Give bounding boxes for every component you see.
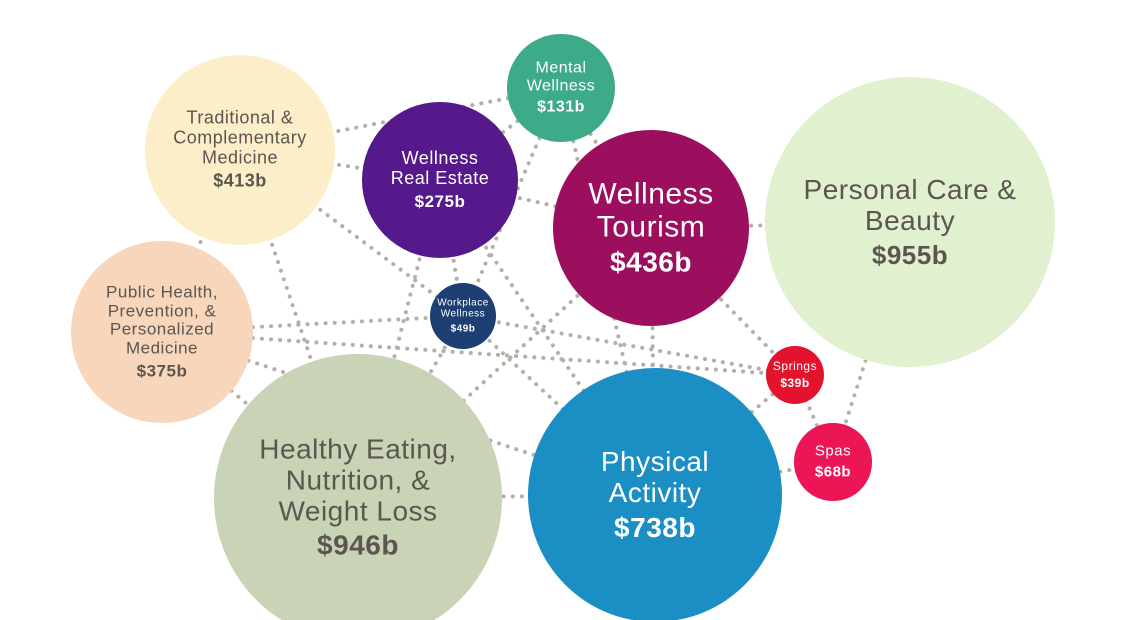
bubble — [71, 241, 253, 423]
bubble-label: Mental Wellness $131b — [516, 60, 606, 117]
category-name: Spas — [814, 442, 852, 460]
value-label: $375b — [136, 361, 188, 381]
value-label: $955b — [871, 239, 949, 270]
bubble-label: Public Health, Prevention, & Personalize… — [82, 282, 242, 381]
connector — [356, 314, 465, 500]
bubble-label: Spas $68b — [803, 442, 863, 481]
bubble — [527, 367, 783, 620]
bubble-label: Wellness Tourism $436b — [571, 178, 731, 279]
category-name: Physical Activity — [600, 445, 710, 508]
bubble — [553, 130, 749, 326]
bubble — [765, 345, 825, 405]
value-label: $39b — [780, 376, 810, 390]
category-name: Public Health, Prevention, & Personalize… — [106, 282, 218, 358]
connector — [649, 226, 797, 377]
category-name: Wellness Real Estate — [390, 147, 490, 188]
connector — [238, 148, 442, 182]
bubble-label: Springs $39b — [768, 358, 823, 390]
category-name: Personal Care & Beauty — [803, 173, 1017, 236]
bubble-label: Healthy Eating, Nutrition, & Weight Loss… — [238, 433, 478, 561]
bubble — [794, 423, 872, 501]
value-label: $946b — [317, 529, 399, 561]
connector — [793, 373, 835, 464]
bubble — [765, 77, 1055, 367]
value-label: $436b — [610, 246, 692, 278]
category-name: Mental Wellness — [526, 59, 596, 95]
category-name: Traditional & Complementary Medicine — [173, 107, 307, 167]
category-name: Springs — [772, 358, 818, 373]
bubble-label: Personal Care & Beauty $955b — [790, 173, 1030, 270]
bubble-label: Wellness Real Estate $275b — [380, 147, 500, 211]
value-label: $131b — [537, 98, 585, 116]
value-label: $738b — [614, 511, 696, 543]
bubble — [213, 353, 503, 620]
category-name: Healthy Eating, Nutrition, & Weight Loss — [259, 433, 457, 526]
bubble — [507, 34, 615, 142]
value-label: $68b — [814, 463, 852, 480]
bubble — [144, 54, 336, 246]
value-label: $413b — [213, 170, 267, 191]
category-name: Workplace Wellness — [437, 297, 489, 320]
bubble-label: Traditional & Complementary Medicine $413… — [155, 107, 325, 191]
value-label: $49b — [450, 323, 476, 335]
bubble — [362, 102, 518, 258]
bubble-label: Workplace Wellness $49b — [433, 298, 493, 335]
connector — [461, 314, 797, 377]
connector — [160, 330, 797, 377]
bubble-label: Physical Activity $738b — [555, 445, 755, 543]
category-name: Wellness Tourism — [588, 177, 714, 244]
value-label: $275b — [414, 191, 466, 211]
connector — [356, 226, 653, 500]
bubble — [430, 283, 496, 349]
